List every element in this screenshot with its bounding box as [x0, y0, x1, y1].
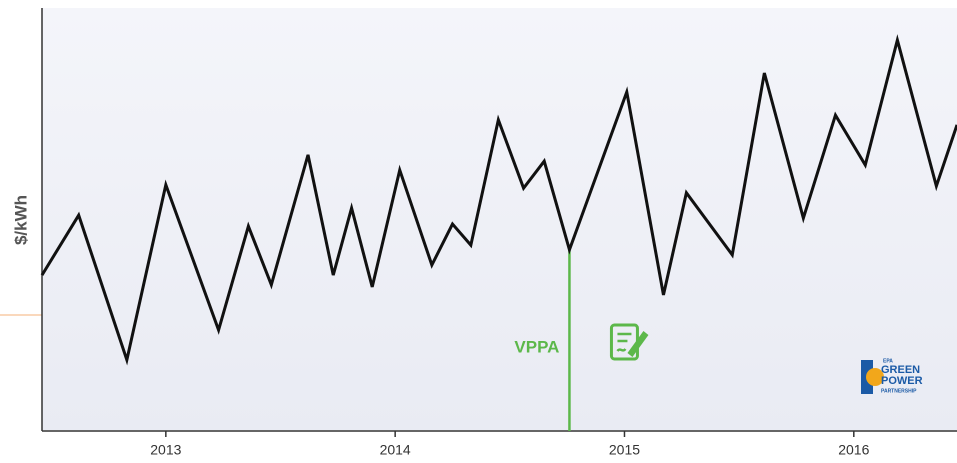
- logo-top: EPA: [883, 358, 893, 364]
- icon-lines: [616, 332, 632, 352]
- logo-line2: POWER: [881, 375, 923, 387]
- x-tick-label: 2015: [609, 442, 640, 458]
- x-tick-label: 2014: [380, 442, 411, 458]
- y-axis-label: $/kWh: [11, 195, 30, 245]
- logo-sun: [866, 368, 884, 386]
- logo-line1: GREEN: [881, 364, 920, 376]
- data-line: [40, 34, 957, 366]
- x-tick-label: 2013: [150, 442, 181, 458]
- logo-bottom: PARTNERSHIP: [881, 388, 917, 394]
- contract-icon: [609, 323, 649, 361]
- icon-pen: [627, 331, 649, 357]
- annotation-label: VPPA: [514, 337, 559, 356]
- x-tick-label: 2016: [838, 442, 869, 458]
